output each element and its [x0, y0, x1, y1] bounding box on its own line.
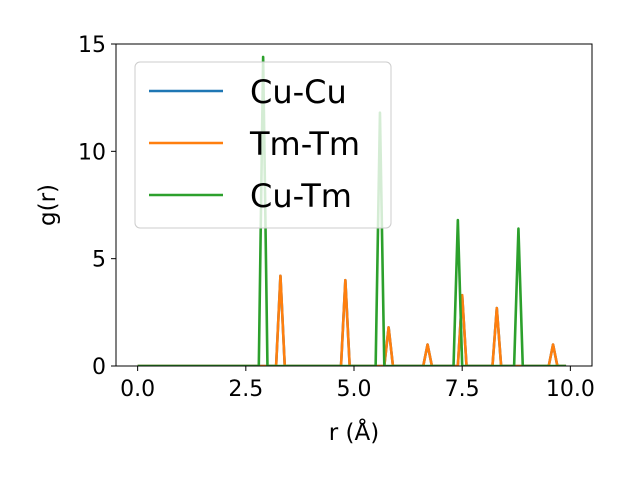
- legend-label: Tm-Tm: [249, 125, 360, 163]
- ticks-layer: 0.0 2.5 5.0 7.5 10.0 0 5 10 15: [78, 33, 595, 402]
- series-line-cu-cu: [137, 274, 567, 366]
- y-tick-label: 5: [92, 248, 106, 273]
- x-axis-label: r (Å): [329, 418, 379, 446]
- x-tick-label: 5.0: [337, 377, 372, 402]
- legend-label: Cu-Cu: [250, 73, 347, 111]
- y-tick-label: 10: [78, 140, 106, 165]
- x-tick-label: 0.0: [120, 377, 155, 402]
- legend-label: Cu-Tm: [250, 177, 352, 215]
- legend: Cu-Cu Tm-Tm Cu-Tm: [134, 61, 392, 229]
- legend-box: [134, 61, 392, 229]
- y-tick-label: 15: [78, 33, 106, 58]
- x-tick-label: 10.0: [546, 377, 595, 402]
- series-line-tm-tm: [137, 274, 567, 366]
- x-tick-label: 2.5: [228, 377, 263, 402]
- y-tick-label: 0: [92, 355, 106, 380]
- y-axis-label: g(r): [35, 184, 61, 226]
- x-tick-label: 7.5: [445, 377, 480, 402]
